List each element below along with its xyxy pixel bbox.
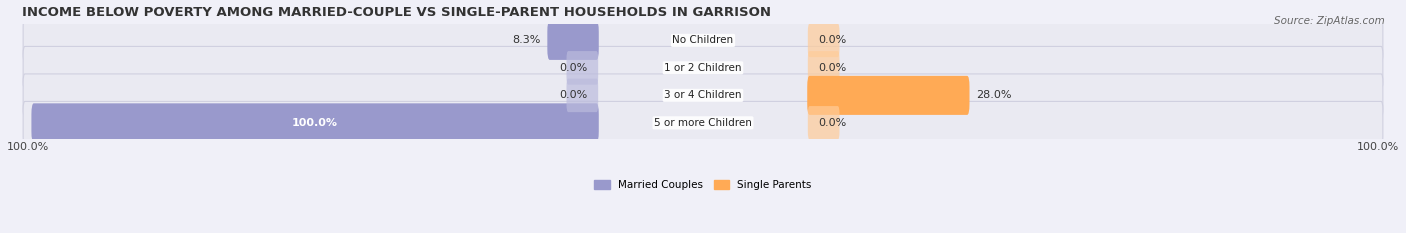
FancyBboxPatch shape <box>22 19 1384 62</box>
Text: 0.0%: 0.0% <box>560 63 588 73</box>
FancyBboxPatch shape <box>547 21 599 60</box>
Text: No Children: No Children <box>672 35 734 45</box>
Text: Source: ZipAtlas.com: Source: ZipAtlas.com <box>1274 16 1385 26</box>
FancyBboxPatch shape <box>31 103 599 142</box>
Legend: Married Couples, Single Parents: Married Couples, Single Parents <box>591 176 815 194</box>
Text: 100.0%: 100.0% <box>292 118 337 128</box>
Text: 0.0%: 0.0% <box>560 90 588 100</box>
Text: 5 or more Children: 5 or more Children <box>654 118 752 128</box>
FancyBboxPatch shape <box>567 51 598 85</box>
Text: 28.0%: 28.0% <box>976 90 1011 100</box>
Text: 0.0%: 0.0% <box>818 63 846 73</box>
Text: 8.3%: 8.3% <box>512 35 541 45</box>
Text: 1 or 2 Children: 1 or 2 Children <box>664 63 742 73</box>
FancyBboxPatch shape <box>808 24 839 57</box>
FancyBboxPatch shape <box>808 106 839 140</box>
Text: 0.0%: 0.0% <box>818 35 846 45</box>
FancyBboxPatch shape <box>567 79 598 112</box>
FancyBboxPatch shape <box>22 101 1384 144</box>
Text: INCOME BELOW POVERTY AMONG MARRIED-COUPLE VS SINGLE-PARENT HOUSEHOLDS IN GARRISO: INCOME BELOW POVERTY AMONG MARRIED-COUPL… <box>22 6 770 19</box>
FancyBboxPatch shape <box>22 74 1384 117</box>
FancyBboxPatch shape <box>808 51 839 85</box>
FancyBboxPatch shape <box>807 76 970 115</box>
Text: 3 or 4 Children: 3 or 4 Children <box>664 90 742 100</box>
FancyBboxPatch shape <box>22 46 1384 89</box>
Text: 0.0%: 0.0% <box>818 118 846 128</box>
